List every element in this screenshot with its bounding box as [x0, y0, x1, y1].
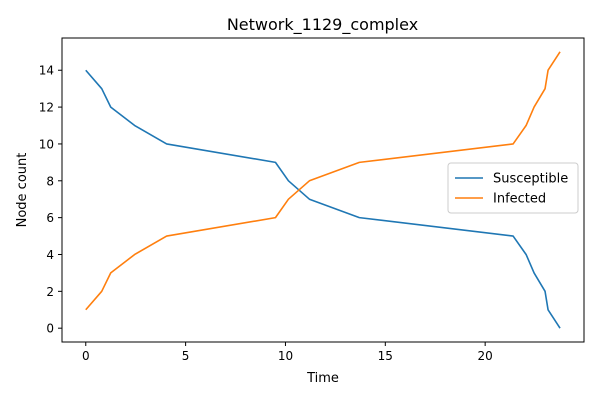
x-tick-label: 15 — [378, 349, 393, 363]
plot-area — [61, 37, 585, 343]
y-tick-label: 12 — [39, 101, 54, 115]
x-axis: 0 5 10 15 20 — [82, 342, 493, 363]
series-line-infected — [85, 51, 561, 311]
x-axis-label: Time — [306, 371, 339, 386]
y-tick-label: 2 — [46, 285, 54, 299]
x-tick-label: 0 — [82, 349, 90, 363]
y-axis: 0 2 4 6 8 10 12 14 — [39, 64, 62, 336]
y-axis-label: Node count — [15, 153, 30, 228]
series-line-susceptible — [85, 69, 561, 329]
x-tick-label: 10 — [278, 349, 293, 363]
y-tick-label: 8 — [46, 174, 54, 188]
y-tick-label: 4 — [46, 248, 54, 262]
x-tick-label: 5 — [182, 349, 190, 363]
series-lines — [85, 51, 561, 329]
legend-label-susceptible: Susceptible — [493, 172, 568, 187]
y-tick-label: 14 — [39, 64, 54, 78]
x-tick-label: 20 — [478, 349, 493, 363]
legend: Susceptible Infected — [447, 162, 579, 214]
plot-frame — [61, 37, 585, 343]
y-tick-label: 6 — [46, 211, 54, 225]
y-tick-label: 10 — [39, 137, 54, 151]
legend-frame — [447, 162, 579, 214]
chart-title: Network_1129_complex — [227, 15, 418, 35]
legend-label-infected: Infected — [493, 192, 546, 207]
y-tick-label: 0 — [46, 322, 54, 336]
